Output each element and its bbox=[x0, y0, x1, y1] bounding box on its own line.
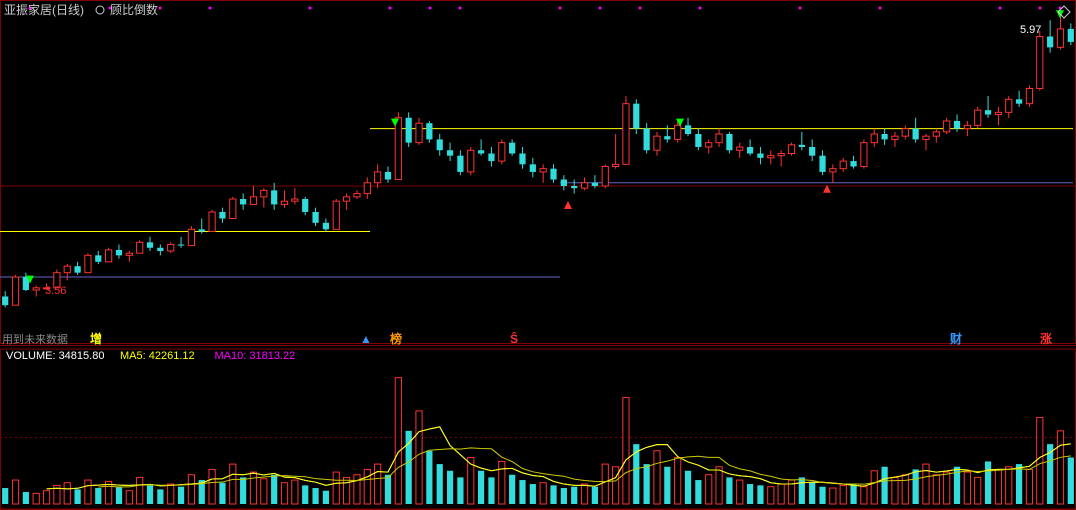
future-data-label: 用到未来数据 bbox=[2, 332, 68, 346]
volume-value: VOLUME: 34815.80 bbox=[6, 350, 104, 362]
ma10-value: MA10: 31813.22 bbox=[215, 350, 296, 362]
chart-svg[interactable]: 5.97 3.56 亚振家居(日线) 顾比倒数用到未来数据 增 ▲ 榜 Ŝ 财 涨 VOLUME: … bbox=[0, 0, 1076, 510]
svg-text:财: 财 bbox=[949, 331, 962, 346]
chart-title-text: 亚振家居(日线) bbox=[4, 2, 84, 17]
chart-container: 5.97 3.56 亚振家居(日线) 顾比倒数用到未来数据 增 ▲ 榜 Ŝ 财 涨 VOLUME: … bbox=[0, 0, 1076, 510]
indicator-label: 顾比倒数 bbox=[110, 2, 158, 17]
svg-text:涨: 涨 bbox=[1040, 331, 1052, 346]
svg-text:榜: 榜 bbox=[390, 331, 402, 346]
svg-text:3.56: 3.56 bbox=[45, 285, 66, 297]
svg-text:5.97: 5.97 bbox=[1020, 24, 1041, 36]
svg-text:Ŝ: Ŝ bbox=[510, 331, 518, 346]
svg-text:增: 增 bbox=[90, 331, 102, 346]
ma5-value: MA5: 42261.12 bbox=[120, 350, 195, 362]
svg-text:▲: ▲ bbox=[360, 332, 372, 346]
